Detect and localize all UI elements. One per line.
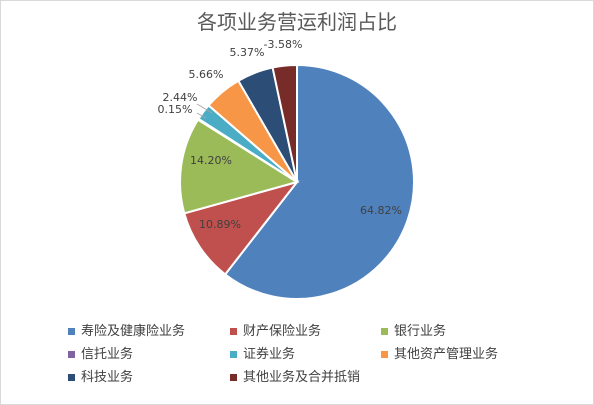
label-property: 10.89% (199, 218, 241, 231)
leader-line (196, 112, 207, 119)
legend-item-trust: 信托业务 (68, 343, 133, 362)
label-securities: 2.44% (163, 91, 198, 104)
legend-item-other: 其他业务及合并抵销 (230, 366, 360, 385)
legend-item-securities: 证券业务 (230, 343, 295, 362)
legend-swatch (68, 351, 75, 358)
legend-item-technology: 科技业务 (68, 366, 133, 385)
legend-label: 信托业务 (81, 347, 134, 362)
label-other: -3.58% (264, 38, 303, 51)
legend-label: 其他资产管理业务 (394, 347, 499, 362)
label-technology: 5.37% (230, 46, 265, 59)
legend-label: 财产保险业务 (243, 324, 322, 339)
legend-label: 科技业务 (81, 370, 134, 385)
label-life-health: 64.82% (360, 204, 402, 217)
label-trust: 0.15% (158, 103, 193, 116)
legend-swatch (230, 328, 237, 335)
legend-item-life-health: 寿险及健康险业务 (68, 320, 185, 339)
slice-property (183, 180, 300, 276)
legend-swatch (381, 351, 388, 358)
slice-other (271, 63, 298, 183)
legend-swatch (68, 374, 75, 381)
legend-item-banking: 银行业务 (381, 320, 446, 339)
legend-swatch (230, 374, 237, 381)
label-banking: 14.20% (190, 154, 232, 167)
legend-swatch (381, 328, 388, 335)
legend-label: 寿险及健康险业务 (81, 324, 186, 339)
chart-title: 各项业务营运利润占比 (197, 10, 397, 34)
legend-item-property: 财产保险业务 (230, 320, 321, 339)
legend-label: 其他业务及合并抵销 (243, 370, 361, 385)
legend-swatch (230, 351, 237, 358)
label-asset-mgmt: 5.66% (189, 68, 224, 81)
legend-swatch (68, 328, 75, 335)
slice-life-health (223, 63, 415, 300)
leader-line (196, 103, 213, 114)
legend-label: 银行业务 (394, 324, 447, 339)
slice-banking (179, 118, 300, 215)
legend-item-asset-mgmt: 其他资产管理业务 (381, 343, 498, 362)
legend-label: 证券业务 (243, 347, 296, 362)
